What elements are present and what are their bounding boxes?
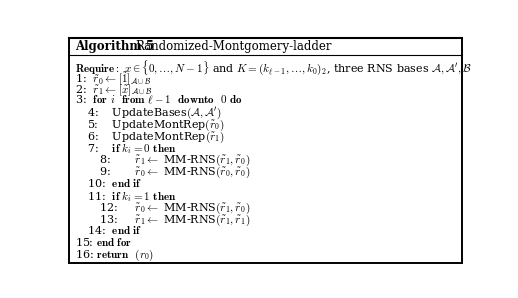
Text: 10:  $\mathbf{end\ if}$: 10: $\mathbf{end\ if}$ — [87, 177, 142, 189]
Text: 1:  $\tilde{r}_0 \leftarrow [\tilde{1}]_{\mathcal{A} \cup \mathcal{B}}$: 1: $\tilde{r}_0 \leftarrow [\tilde{1}]_{… — [75, 71, 151, 88]
Text: 5:    UpdateMontRep$(\tilde{r}_0)$: 5: UpdateMontRep$(\tilde{r}_0)$ — [87, 118, 224, 133]
Text: 6:    UpdateMontRep$(\tilde{r}_1)$: 6: UpdateMontRep$(\tilde{r}_1)$ — [87, 130, 225, 145]
Text: 12:     $\tilde{r}_0 \leftarrow$ MM-RNS$(\tilde{r}_1, \tilde{r}_0)$: 12: $\tilde{r}_0 \leftarrow$ MM-RNS$(\ti… — [99, 201, 250, 216]
Text: $\mathbf{Require{:}}$ $x \in \{0, \ldots, N-1\}$ and $K = (k_{\ell-1}, \ldots, k: $\mathbf{Require{:}}$ $x \in \{0, \ldots… — [75, 59, 472, 77]
Text: 7:    $\mathbf{if}$ $k_i = 0$ $\mathbf{then}$: 7: $\mathbf{if}$ $k_i = 0$ $\mathbf{then… — [87, 141, 177, 156]
Text: 9:       $\tilde{r}_0 \leftarrow$ MM-RNS$(\tilde{r}_0, \tilde{r}_0)$: 9: $\tilde{r}_0 \leftarrow$ MM-RNS$(\til… — [99, 165, 250, 180]
Text: Algorithm 5: Algorithm 5 — [75, 40, 154, 52]
Text: 4:    UpdateBases$(\mathcal{A}, \mathcal{A}')$: 4: UpdateBases$(\mathcal{A}, \mathcal{A}… — [87, 106, 222, 121]
Text: 13:     $\tilde{r}_1 \leftarrow$ MM-RNS$(\tilde{r}_1, \tilde{r}_1)$: 13: $\tilde{r}_1 \leftarrow$ MM-RNS$(\ti… — [99, 212, 250, 227]
Text: 8:       $\tilde{r}_1 \leftarrow$ MM-RNS$(\tilde{r}_1, \tilde{r}_0)$: 8: $\tilde{r}_1 \leftarrow$ MM-RNS$(\til… — [99, 153, 250, 168]
Text: 16: $\mathbf{return}$  $(r_0)$: 16: $\mathbf{return}$ $(r_0)$ — [75, 248, 154, 263]
Text: 11:  $\mathbf{if}$ $k_i = 1$ $\mathbf{then}$: 11: $\mathbf{if}$ $k_i = 1$ $\mathbf{the… — [87, 189, 177, 204]
Text: 14:  $\mathbf{end\ if}$: 14: $\mathbf{end\ if}$ — [87, 224, 142, 236]
Text: 2:  $\tilde{r}_1 \leftarrow [\tilde{x}]_{\mathcal{A} \cup \mathcal{B}}$: 2: $\tilde{r}_1 \leftarrow [\tilde{x}]_{… — [75, 82, 152, 98]
Text: 3:  $\mathbf{for}$ $i$  $\mathbf{from}$ $\ell - 1$  $\mathbf{downto}$  $0$ $\mat: 3: $\mathbf{for}$ $i$ $\mathbf{from}$ $\… — [75, 94, 242, 106]
Text: 15: $\mathbf{end\ for}$: 15: $\mathbf{end\ for}$ — [75, 236, 132, 248]
Text: Randomized-Montgomery-ladder: Randomized-Montgomery-ladder — [135, 40, 332, 52]
